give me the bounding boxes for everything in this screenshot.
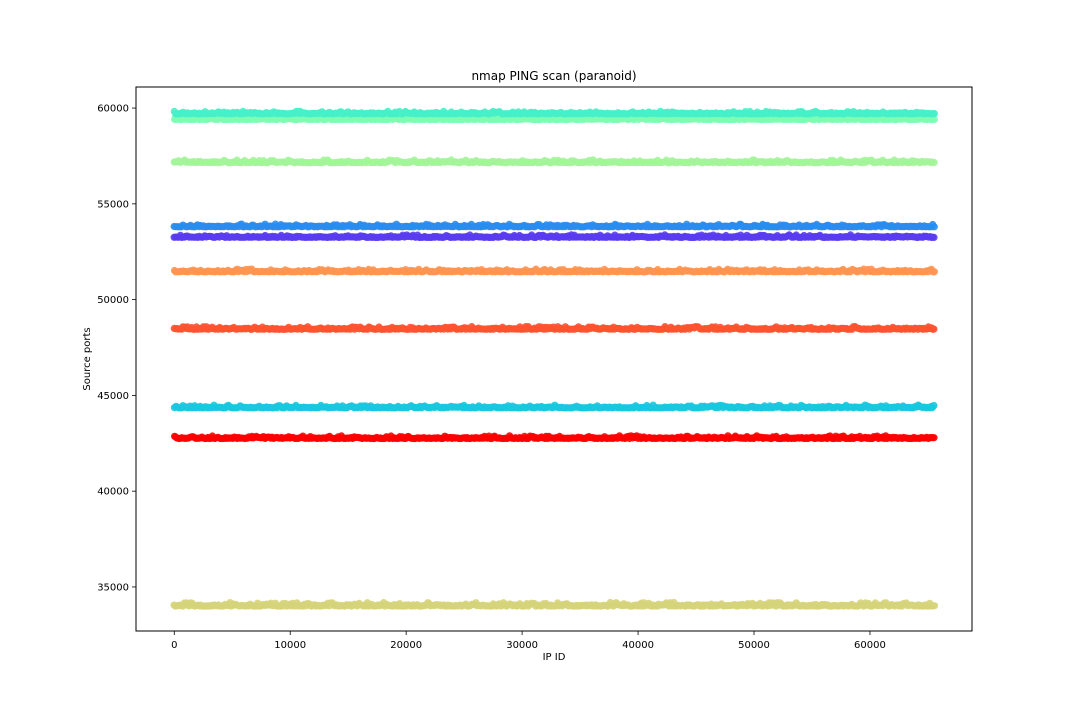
- data-point: [930, 401, 938, 410]
- data-points: [170, 107, 939, 610]
- data-point: [930, 602, 939, 610]
- data-point: [930, 325, 938, 333]
- series-3: [170, 323, 938, 333]
- data-point: [930, 158, 938, 167]
- data-point: [930, 268, 939, 276]
- series-0: [170, 598, 939, 610]
- series-4: [170, 265, 939, 276]
- data-point: [930, 233, 938, 241]
- chart-title: nmap PING scan (paranoid): [471, 69, 636, 83]
- data-point: [930, 223, 938, 231]
- series-1: [171, 432, 938, 443]
- data-point: [930, 434, 938, 442]
- series-2: [170, 401, 938, 412]
